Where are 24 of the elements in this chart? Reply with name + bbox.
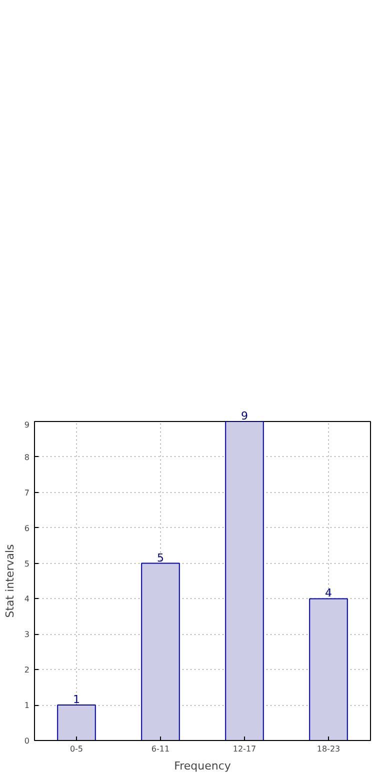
- y-tick-label: 6: [24, 524, 30, 533]
- data-label: 1: [73, 693, 80, 706]
- bar: [57, 704, 96, 740]
- x-tick-label: 0-5: [70, 744, 84, 754]
- y-tick-label: 1: [24, 701, 30, 710]
- x-tick-label: 6-11: [151, 744, 170, 754]
- y-tick-label: 3: [24, 630, 30, 640]
- x-tick-label: 12-17: [232, 744, 256, 754]
- y-tick-label: 5: [24, 559, 30, 568]
- y-axis-title: Stat intervals: [3, 544, 16, 618]
- y-tick-label: 7: [24, 488, 30, 498]
- x-axis-title: Frequency: [174, 760, 232, 772]
- bar: [309, 598, 348, 740]
- y-tick-label: 9: [24, 420, 30, 430]
- data-label: 4: [325, 586, 332, 600]
- data-label: 5: [157, 551, 164, 564]
- y-tick-label: 8: [24, 452, 30, 462]
- x-tick-label: 18-23: [316, 744, 340, 754]
- data-label: 9: [241, 410, 248, 422]
- y-tick-label: 4: [24, 594, 30, 604]
- bar: [141, 562, 180, 740]
- y-tick-label: 0: [24, 736, 30, 746]
- y-tick-label: 2: [24, 666, 30, 675]
- bar: [225, 422, 264, 740]
